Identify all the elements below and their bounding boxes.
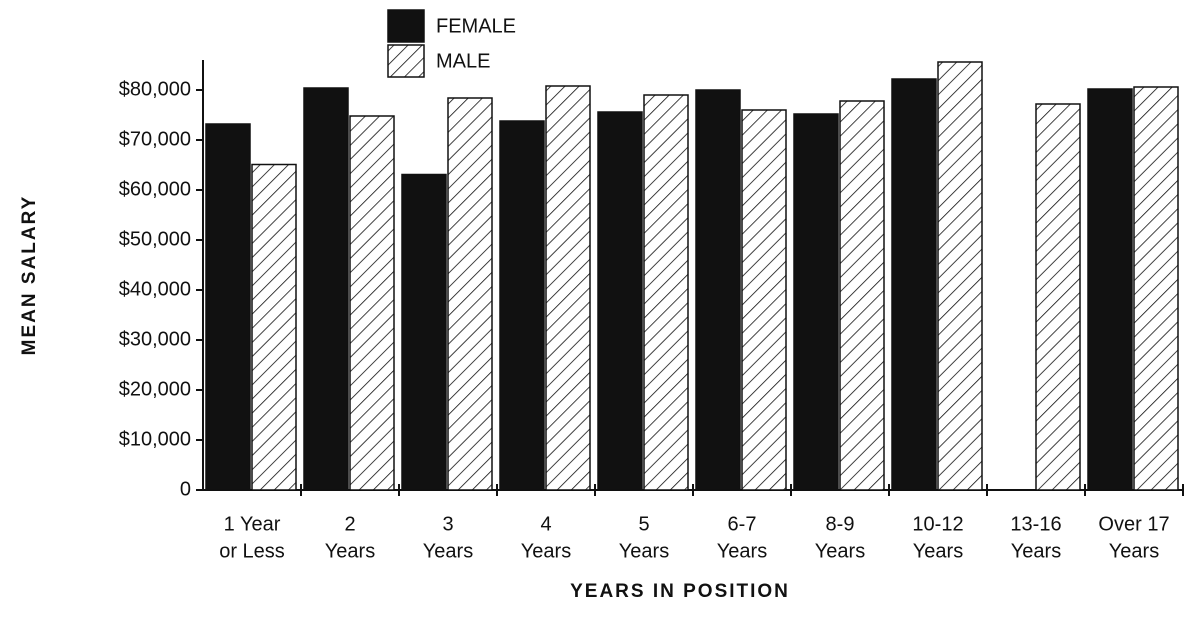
- bar: [643, 94, 689, 491]
- x-tick-label: 13-16: [1010, 513, 1061, 535]
- x-tick-label: 3: [442, 513, 453, 535]
- bar: [741, 109, 787, 491]
- bar: [839, 100, 885, 491]
- y-tick-label: $10,000: [119, 428, 191, 450]
- bar: [349, 115, 395, 491]
- bar: [793, 113, 839, 491]
- legend-swatch: [387, 9, 425, 43]
- x-tick-label: Over 17: [1098, 513, 1169, 535]
- y-tick-label: $30,000: [119, 328, 191, 350]
- x-tick-label: 4: [540, 513, 551, 535]
- x-tick-label: Years: [619, 540, 669, 562]
- legend-swatch: [387, 44, 425, 78]
- bar: [447, 97, 493, 491]
- bar: [499, 120, 545, 491]
- x-tick-label: Years: [1011, 540, 1061, 562]
- y-tick-label: $80,000: [119, 78, 191, 100]
- y-tick-label: $70,000: [119, 128, 191, 150]
- x-tick-label: 2: [344, 513, 355, 535]
- bar: [891, 78, 937, 491]
- y-tick-label: 0: [180, 478, 191, 500]
- y-tick-label: $20,000: [119, 378, 191, 400]
- bar: [695, 89, 741, 491]
- x-tick-label: 6-7: [728, 513, 757, 535]
- bar: [597, 111, 643, 491]
- bar: [205, 123, 251, 491]
- bar: [1087, 88, 1133, 491]
- bar: [303, 87, 349, 491]
- x-tick-label: Years: [1109, 540, 1159, 562]
- y-axis-title: MEAN SALARY: [19, 195, 40, 356]
- bar: [1133, 86, 1179, 491]
- y-tick-label: $40,000: [119, 278, 191, 300]
- x-tick-label: or Less: [219, 540, 285, 562]
- x-tick-label: Years: [717, 540, 767, 562]
- y-tick-label: $50,000: [119, 228, 191, 250]
- bar: [401, 173, 447, 491]
- x-tick-label: Years: [325, 540, 375, 562]
- bar: [545, 85, 591, 491]
- x-axis-title: YEARS IN POSITION: [570, 581, 790, 602]
- x-tick-label: Years: [913, 540, 963, 562]
- x-tick-label: 1 Year: [224, 513, 281, 535]
- x-tick-label: 8-9: [826, 513, 855, 535]
- bar: [937, 61, 983, 491]
- y-tick-label: $60,000: [119, 178, 191, 200]
- x-tick-label: Years: [815, 540, 865, 562]
- bar: [1035, 103, 1081, 491]
- x-tick-label: 10-12: [912, 513, 963, 535]
- legend-label: FEMALE: [436, 15, 516, 37]
- x-tick-label: 5: [638, 513, 649, 535]
- legend-label: MALE: [436, 50, 490, 72]
- x-tick-label: Years: [423, 540, 473, 562]
- x-tick-label: Years: [521, 540, 571, 562]
- bar: [251, 163, 297, 491]
